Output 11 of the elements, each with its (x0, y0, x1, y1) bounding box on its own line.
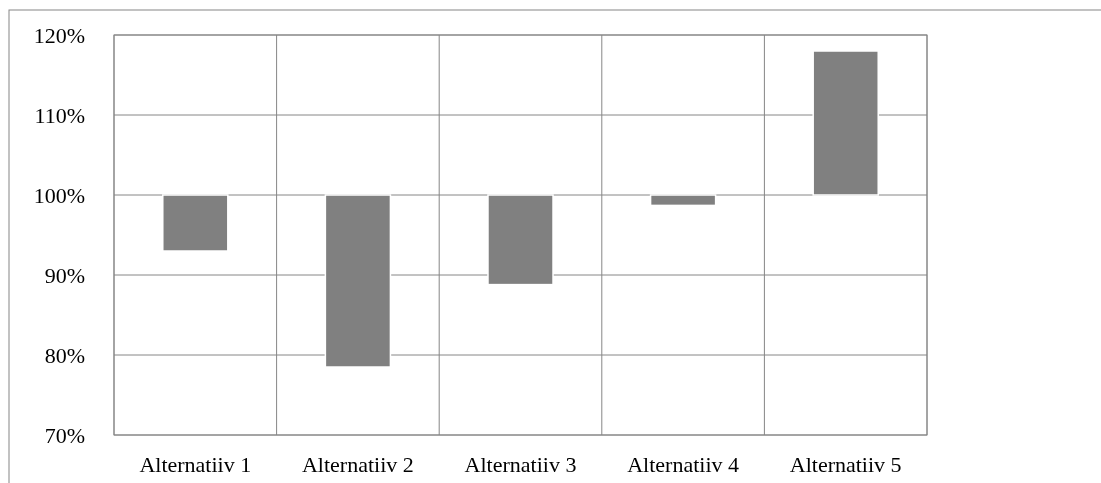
y-tick-label: 80% (44, 342, 85, 368)
x-tick-label: Alternatiiv 5 (789, 452, 902, 477)
y-tick-label: 120% (33, 22, 85, 48)
x-tick-label: Alternatiiv 4 (627, 452, 740, 477)
x-tick-label: Alternatiiv 2 (301, 452, 414, 477)
y-tick-label: 100% (33, 182, 85, 208)
y-tick-label: 90% (44, 262, 85, 288)
y-tick-label: 70% (44, 422, 85, 448)
x-tick-label: Alternatiiv 1 (139, 452, 252, 477)
y-tick-label: 110% (34, 102, 85, 128)
x-tick-label: Alternatiiv 3 (464, 452, 577, 477)
